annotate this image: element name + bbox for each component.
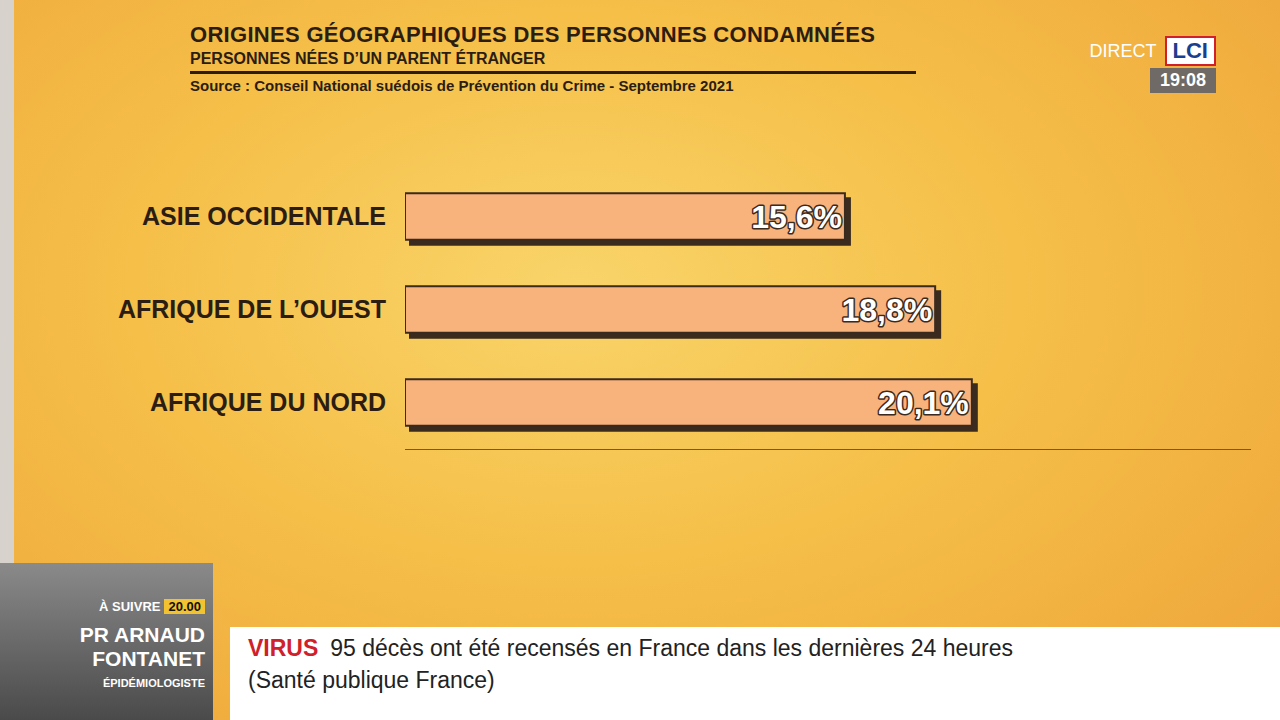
html-text:19:08: 19:08 (1160, 70, 1206, 90)
svg-text:20,1%: 20,1% (878, 385, 969, 421)
html-text:À SUIVRE: À SUIVRE (99, 599, 161, 614)
html-text:95 décès ont été recensés en F: 95 décès ont été recensés en France dans… (330, 635, 1014, 661)
svg-text:ASIE OCCIDENTALE: ASIE OCCIDENTALE (142, 202, 386, 230)
svg-text:AFRIQUE DE L’OUEST: AFRIQUE DE L’OUEST (118, 295, 386, 323)
svg-text:15,6%: 15,6% (751, 199, 842, 235)
html-text:DIRECT: DIRECT (1089, 40, 1157, 61)
html-text:Source : Conseil National suéd: Source : Conseil National suédois de Pré… (190, 77, 734, 94)
svg-text:AFRIQUE DU NORD: AFRIQUE DU NORD (150, 388, 386, 416)
html-text:ÉPIDÉMIOLOGISTE: ÉPIDÉMIOLOGISTE (102, 677, 205, 689)
html-text:20.00: 20.00 (168, 599, 201, 614)
html-text:FONTANET: FONTANET (92, 647, 205, 670)
html-text:PERSONNES NÉES D’UN PARENT ÉTR: PERSONNES NÉES D’UN PARENT ÉTRANGER (190, 50, 546, 67)
html-text:ORIGINES GÉOGRAPHIQUES DES PER: ORIGINES GÉOGRAPHIQUES DES PERSONNES CON… (190, 22, 876, 47)
svg-text:18,8%: 18,8% (841, 292, 932, 328)
html-text:(Santé publique France): (Santé publique France) (248, 667, 495, 693)
html-text:LCI: LCI (1172, 38, 1208, 63)
html-text:VIRUS: VIRUS (248, 635, 319, 661)
html-text:PR ARNAUD: PR ARNAUD (79, 623, 205, 646)
